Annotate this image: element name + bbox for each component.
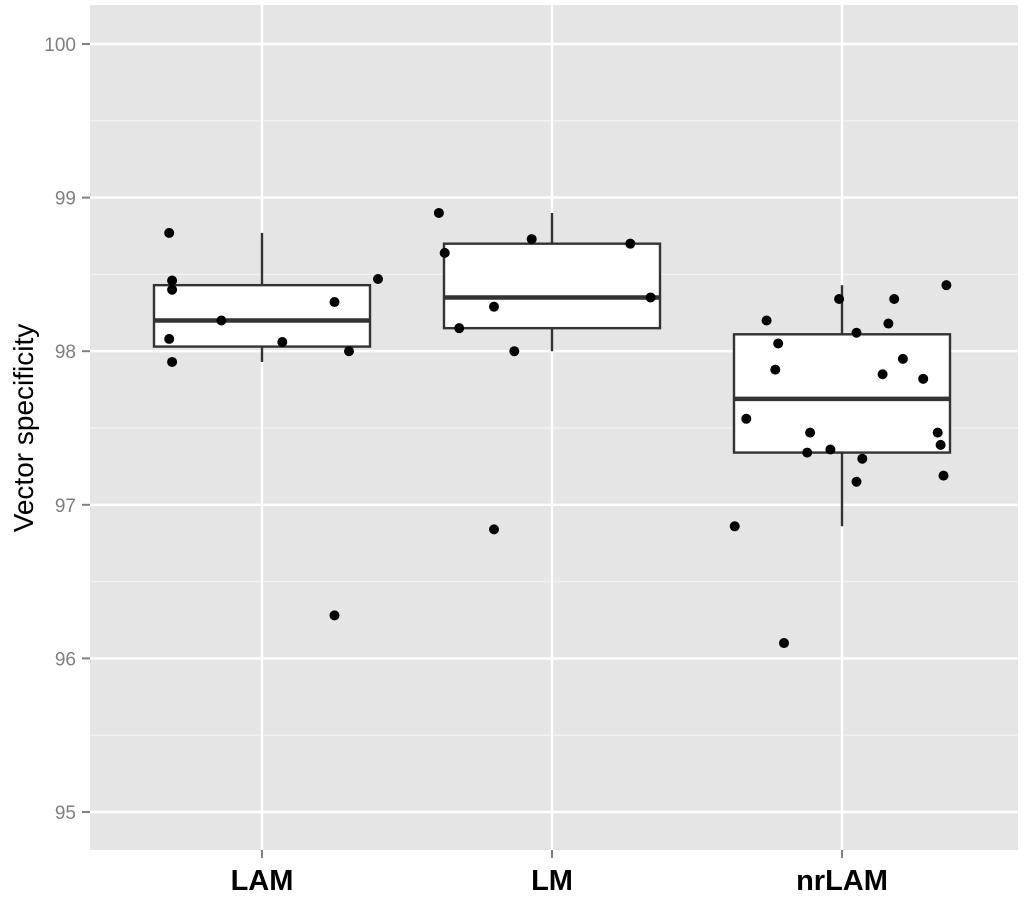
data-point <box>167 284 178 295</box>
box-group <box>732 285 952 527</box>
data-point <box>164 227 175 238</box>
data-point <box>825 444 836 455</box>
data-point <box>645 292 656 303</box>
data-point <box>918 373 929 384</box>
box-iqr <box>732 333 952 454</box>
data-point <box>851 476 862 487</box>
data-point <box>489 301 499 312</box>
data-point <box>167 356 178 367</box>
box-group <box>442 212 662 352</box>
data-point <box>941 280 952 291</box>
x-tick-label: LAM <box>231 865 294 897</box>
data-point <box>761 315 772 326</box>
x-tick-label: nrLAM <box>796 865 888 897</box>
data-point <box>851 327 862 338</box>
data-point <box>770 364 781 375</box>
y-tick-label: 99 <box>55 189 76 210</box>
data-point <box>433 207 444 218</box>
y-tick-label: 98 <box>55 342 76 363</box>
data-point <box>857 453 868 464</box>
data-point <box>216 315 227 326</box>
data-point <box>509 346 520 357</box>
y-tick-label: 97 <box>55 496 76 517</box>
box-iqr <box>442 242 662 330</box>
y-tick-label: 100 <box>44 35 76 56</box>
data-point <box>344 346 354 357</box>
box-iqr <box>152 283 372 348</box>
y-axis-label: Vector specificity <box>8 324 39 533</box>
data-point <box>938 470 949 481</box>
data-point <box>277 336 288 347</box>
data-point <box>935 439 946 450</box>
data-point <box>526 234 537 245</box>
y-tick-label: 96 <box>55 649 76 670</box>
data-point <box>889 293 900 304</box>
data-point <box>773 338 784 349</box>
box-layer <box>152 212 952 527</box>
y-tick-label: 95 <box>55 803 76 824</box>
data-point <box>729 521 740 532</box>
data-point <box>883 318 894 329</box>
data-point <box>802 447 813 458</box>
data-point <box>167 275 178 286</box>
data-point <box>329 297 340 308</box>
data-point <box>932 427 943 438</box>
point-layer <box>164 207 952 649</box>
x-tick-label: LM <box>531 865 573 897</box>
data-point <box>329 610 340 621</box>
data-point <box>834 293 845 304</box>
data-point <box>164 333 175 344</box>
data-point <box>489 524 499 535</box>
data-point <box>805 427 816 438</box>
box-group <box>152 232 372 362</box>
data-point <box>741 413 752 424</box>
data-point <box>439 247 450 258</box>
data-point <box>373 274 383 285</box>
axis-layer: 95 96 97 98 99 100 LAM LM nrLAM <box>44 35 888 897</box>
data-point <box>877 369 888 380</box>
data-point <box>779 638 789 649</box>
data-point <box>454 323 465 334</box>
data-point <box>625 238 636 249</box>
data-point <box>897 353 908 364</box>
